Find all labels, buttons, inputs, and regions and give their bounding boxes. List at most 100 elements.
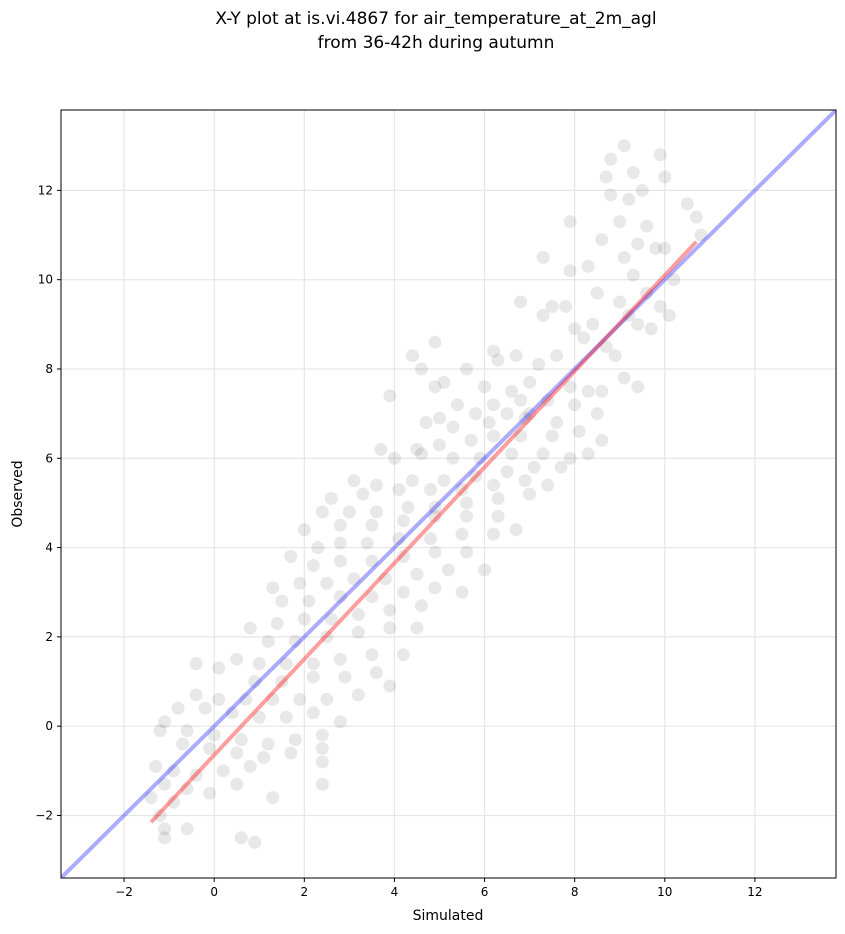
scatter-point xyxy=(451,398,465,412)
y-tick-label: 10 xyxy=(38,273,53,287)
identity-line xyxy=(61,110,836,878)
scatter-point xyxy=(383,603,397,617)
scatter-point xyxy=(342,505,356,519)
scatter-point xyxy=(595,384,609,398)
scatter-point xyxy=(365,648,379,662)
scatter-point xyxy=(189,657,203,671)
scatter-point xyxy=(559,299,573,313)
plot-frame xyxy=(60,109,837,879)
scatter-point xyxy=(396,585,410,599)
scatter-point xyxy=(275,594,289,608)
scatter-point xyxy=(577,331,591,345)
scatter-point xyxy=(230,746,244,760)
scatter-point xyxy=(428,545,442,559)
scatter-point xyxy=(469,407,483,421)
y-tick-label: 0 xyxy=(45,719,53,733)
scatter-point xyxy=(423,483,437,497)
scatter-point xyxy=(293,576,307,590)
scatter-point xyxy=(622,308,636,322)
scatter-point xyxy=(442,563,455,577)
scatter-point xyxy=(315,505,329,519)
scatter-point xyxy=(514,429,528,443)
scatter-point xyxy=(315,755,329,769)
scatter-point xyxy=(230,652,244,666)
scatter-point xyxy=(365,590,379,604)
scatter-point xyxy=(478,380,492,394)
chart-title-line-1: X-Y plot at is.vi.4867 for air_temperatu… xyxy=(215,9,656,29)
scatter-point xyxy=(473,451,487,465)
scatter-point xyxy=(158,715,172,729)
scatter-point xyxy=(437,474,451,488)
scatter-point xyxy=(306,558,320,572)
scatter-point xyxy=(617,371,631,385)
scatter-point xyxy=(487,398,501,412)
scatter-point xyxy=(460,362,474,376)
scatter-point xyxy=(158,777,172,791)
x-tick-label: 6 xyxy=(481,885,489,899)
scatter-point xyxy=(315,777,329,791)
scatter-point xyxy=(369,478,383,492)
scatter-point xyxy=(595,232,609,246)
scatter-point xyxy=(225,706,239,720)
scatter-point xyxy=(541,478,555,492)
scatter-point xyxy=(482,416,496,430)
scatter-point xyxy=(563,380,577,394)
scatter-point xyxy=(622,192,636,206)
scatter-point xyxy=(275,675,289,689)
scatter-point xyxy=(279,657,293,671)
scatter-point xyxy=(374,442,388,456)
scatter-point xyxy=(311,541,325,555)
scatter-point xyxy=(460,496,474,510)
scatter-point xyxy=(446,451,460,465)
scatter-point xyxy=(351,625,365,639)
scatter-point xyxy=(626,268,640,282)
scatter-point xyxy=(563,264,577,278)
scatter-point xyxy=(604,152,618,166)
scatter-point xyxy=(414,599,428,613)
scatter-point xyxy=(432,411,446,425)
scatter-point xyxy=(631,237,645,251)
scatter-point xyxy=(523,407,537,421)
scatter-point xyxy=(383,621,397,635)
scatter-point xyxy=(487,344,501,358)
scatter-point xyxy=(662,308,676,322)
x-axis-label: Simulated xyxy=(413,908,484,924)
scatter-point xyxy=(279,710,293,724)
scatter-point xyxy=(365,518,379,532)
scatter-point xyxy=(396,514,410,528)
scatter-point xyxy=(180,724,194,738)
scatter-point xyxy=(505,384,519,398)
scatter-point xyxy=(333,590,347,604)
scatter-point xyxy=(487,429,501,443)
scatter-point xyxy=(505,447,519,461)
scatter-point xyxy=(523,375,537,389)
scatter-point xyxy=(491,509,505,523)
scatter-point xyxy=(180,782,194,796)
scatter-point xyxy=(653,299,667,313)
scatter-point xyxy=(419,416,433,430)
scatter-point xyxy=(203,786,217,800)
scatter-point xyxy=(689,210,703,224)
scatter-point xyxy=(617,139,631,153)
chart-title: X-Y plot at is.vi.4867 for air_temperatu… xyxy=(215,9,656,53)
scatter-point xyxy=(586,317,600,331)
scatter-point xyxy=(500,465,514,479)
scatter-point xyxy=(428,335,442,349)
scatter-point xyxy=(509,523,523,537)
scatter-point xyxy=(369,505,383,519)
scatter-point xyxy=(234,831,248,845)
scatter-point xyxy=(248,835,262,849)
scatter-point xyxy=(347,474,361,488)
scatter-point xyxy=(176,737,190,751)
y-axis: −2 0 2 4 6 8 10 12 xyxy=(35,183,61,822)
scatter-point xyxy=(455,527,469,541)
scatter-point xyxy=(545,429,559,443)
scatter-point xyxy=(478,563,492,577)
scatter-point xyxy=(153,808,167,822)
scatter-point xyxy=(590,407,604,421)
scatter-point xyxy=(387,451,401,465)
scatter-point xyxy=(158,831,172,845)
scatter-point xyxy=(284,550,298,564)
scatter-point xyxy=(198,701,212,715)
